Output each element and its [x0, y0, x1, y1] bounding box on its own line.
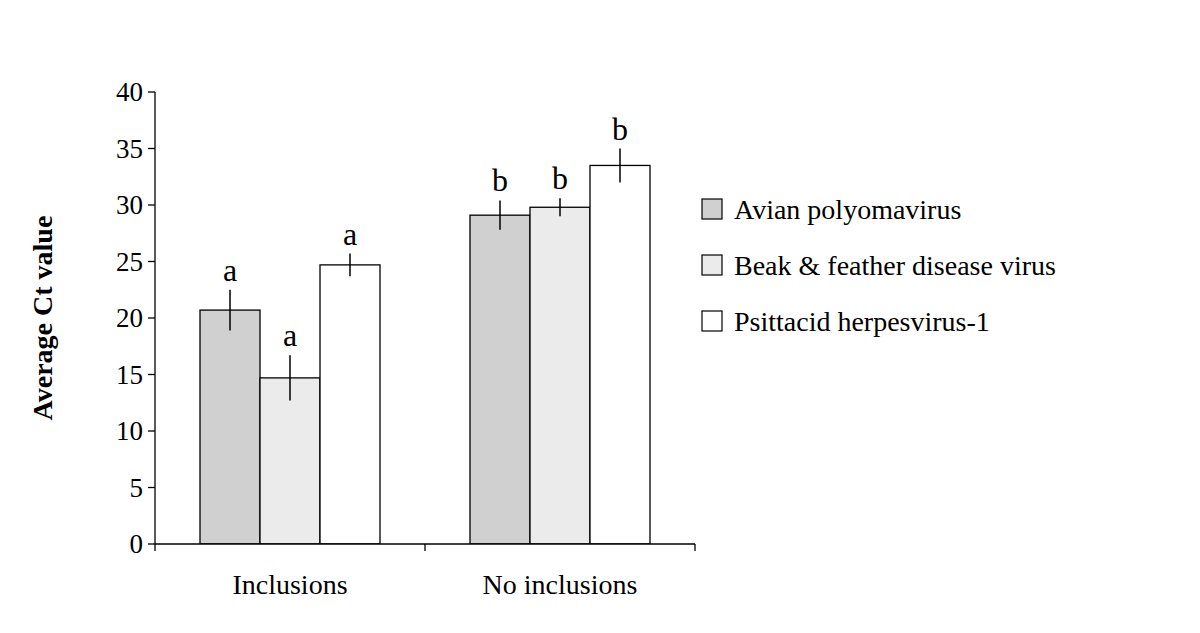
error-bar [559, 198, 561, 216]
significance-letter: b [492, 162, 508, 198]
y-tick [148, 543, 155, 544]
x-tick [424, 544, 425, 551]
y-tick-label: 0 [130, 529, 144, 559]
y-tick [148, 487, 155, 488]
legend-label: Avian polyomavirus [734, 194, 961, 225]
y-tick-label: 30 [116, 190, 143, 220]
y-tick [148, 374, 155, 375]
error-bar [349, 254, 351, 277]
significance-letter: b [552, 160, 568, 196]
bar [320, 265, 380, 544]
significance-letter: b [612, 111, 628, 147]
bar [530, 207, 590, 544]
error-bar [619, 149, 621, 183]
y-tick-label: 25 [116, 247, 143, 277]
y-tick-label: 5 [130, 473, 144, 503]
significance-letter: a [223, 252, 237, 288]
bar [470, 215, 530, 544]
error-bar [289, 355, 291, 400]
legend: Avian polyomavirus Beak & feather disease… [702, 194, 1056, 337]
y-tick [148, 261, 155, 262]
x-tick [694, 544, 695, 551]
annotations: a b a b a b [223, 111, 628, 354]
chart: a b a b a b 0 5 10 15 20 25 30 35 40 Inclusions No inclu… [0, 0, 1200, 633]
legend-swatch [702, 199, 722, 219]
bar [260, 378, 320, 544]
y-tick-label: 35 [116, 134, 143, 164]
y-tick-label: 15 [116, 360, 143, 390]
x-tick-label: Inclusions [232, 569, 347, 600]
error-bar [499, 200, 501, 229]
legend-swatch [702, 311, 722, 331]
bar [590, 165, 650, 544]
y-tick [148, 317, 155, 318]
y-tick [148, 430, 155, 431]
y-axis-title: Average Ct value [27, 216, 58, 421]
legend-label: Psittacid herpesvirus-1 [734, 306, 990, 337]
x-tick-label: No inclusions [483, 569, 638, 600]
error-bar [229, 290, 231, 331]
y-tick-label: 40 [116, 77, 143, 107]
y-tick [148, 148, 155, 149]
y-tick-label: 20 [116, 303, 143, 333]
x-tick [154, 544, 155, 551]
y-tick [148, 91, 155, 92]
significance-letter: a [283, 317, 297, 353]
plot-area [200, 149, 650, 545]
legend-swatch [702, 255, 722, 275]
y-tick [148, 204, 155, 205]
bar [200, 310, 260, 544]
y-tick-label: 10 [116, 416, 143, 446]
significance-letter: a [343, 216, 357, 252]
legend-label: Beak & feather disease virus [734, 250, 1056, 281]
